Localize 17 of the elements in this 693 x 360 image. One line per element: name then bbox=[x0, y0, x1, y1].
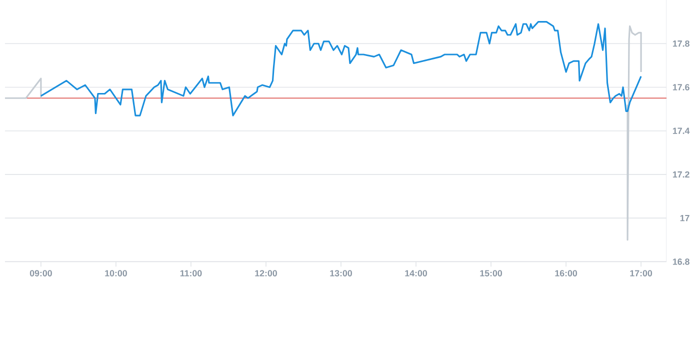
y-tick-label: 16.8 bbox=[672, 258, 690, 265]
x-tick-label: 10:00 bbox=[105, 270, 127, 276]
x-tick-label: 11:00 bbox=[180, 270, 202, 276]
y-tick-label: 17.8 bbox=[672, 40, 690, 47]
x-tick-label: 09:00 bbox=[30, 270, 52, 276]
y-tick-label: 17.2 bbox=[672, 171, 690, 178]
x-tick-label: 16:00 bbox=[555, 270, 578, 276]
y-tick-label: 17.6 bbox=[672, 84, 690, 90]
x-tick-label: 14:00 bbox=[405, 270, 428, 276]
line-series bbox=[40, 20, 642, 116]
y-tick-label: 17.4 bbox=[672, 128, 690, 134]
x-tick-label: 17:00 bbox=[630, 270, 652, 276]
y-tick-label: 17 bbox=[680, 214, 690, 221]
x-tick-label: 15:00 bbox=[480, 270, 502, 276]
x-tick-label: 13:00 bbox=[330, 270, 352, 276]
line-series bbox=[626, 25, 642, 240]
x-tick-label: 12:00 bbox=[255, 270, 277, 276]
